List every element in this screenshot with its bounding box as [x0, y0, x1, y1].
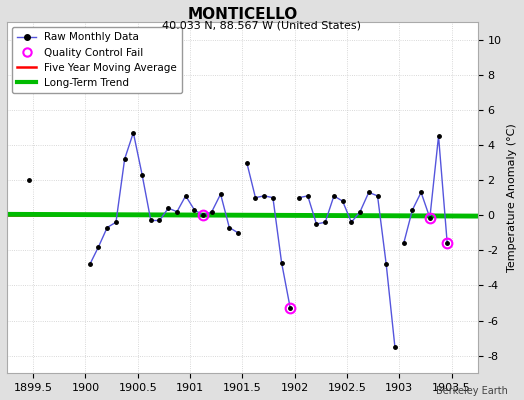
Y-axis label: Temperature Anomaly (°C): Temperature Anomaly (°C) [507, 123, 517, 272]
Legend: Raw Monthly Data, Quality Control Fail, Five Year Moving Average, Long-Term Tren: Raw Monthly Data, Quality Control Fail, … [12, 27, 182, 93]
Text: Berkeley Earth: Berkeley Earth [436, 386, 508, 396]
Text: 40.033 N, 88.567 W (United States): 40.033 N, 88.567 W (United States) [162, 20, 362, 30]
Title: MONTICELLO: MONTICELLO [187, 7, 298, 22]
